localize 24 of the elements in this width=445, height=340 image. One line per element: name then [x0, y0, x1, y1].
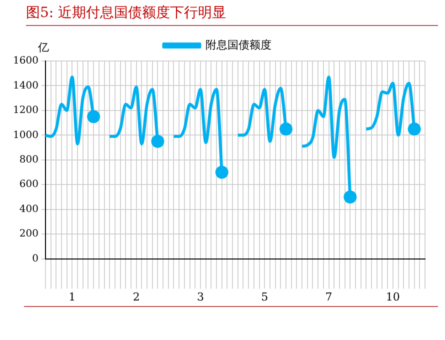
y-tick-label: 800	[19, 154, 38, 166]
y-tick-label: 0	[32, 253, 38, 264]
x-tick-label: 5	[261, 290, 268, 304]
y-axis-title: 亿	[37, 40, 49, 54]
point	[87, 110, 100, 124]
point	[280, 122, 293, 136]
chart-title: 图5: 近期付息国债额度下行明显	[26, 4, 438, 26]
x-tick-label: 2	[132, 290, 140, 304]
y-tick-label: 1600	[12, 56, 38, 67]
y-tick-label: 200	[19, 228, 38, 240]
x-tick-label: 3	[196, 290, 204, 304]
legend-label: 附息国债额度	[205, 38, 272, 52]
y-tick-label: 600	[19, 179, 38, 190]
y-tick-label: 1000	[12, 130, 38, 141]
y-tick-label: 1400	[12, 80, 38, 92]
x-tick-label: 1	[68, 290, 76, 304]
y-tick-label: 1200	[12, 105, 38, 116]
point	[344, 190, 357, 204]
y-tick-label: 400	[19, 204, 38, 215]
point	[151, 134, 164, 148]
point	[215, 166, 228, 179]
point	[408, 122, 421, 136]
x-tick-label: 10	[386, 290, 400, 304]
x-tick-label: 7	[325, 290, 332, 304]
